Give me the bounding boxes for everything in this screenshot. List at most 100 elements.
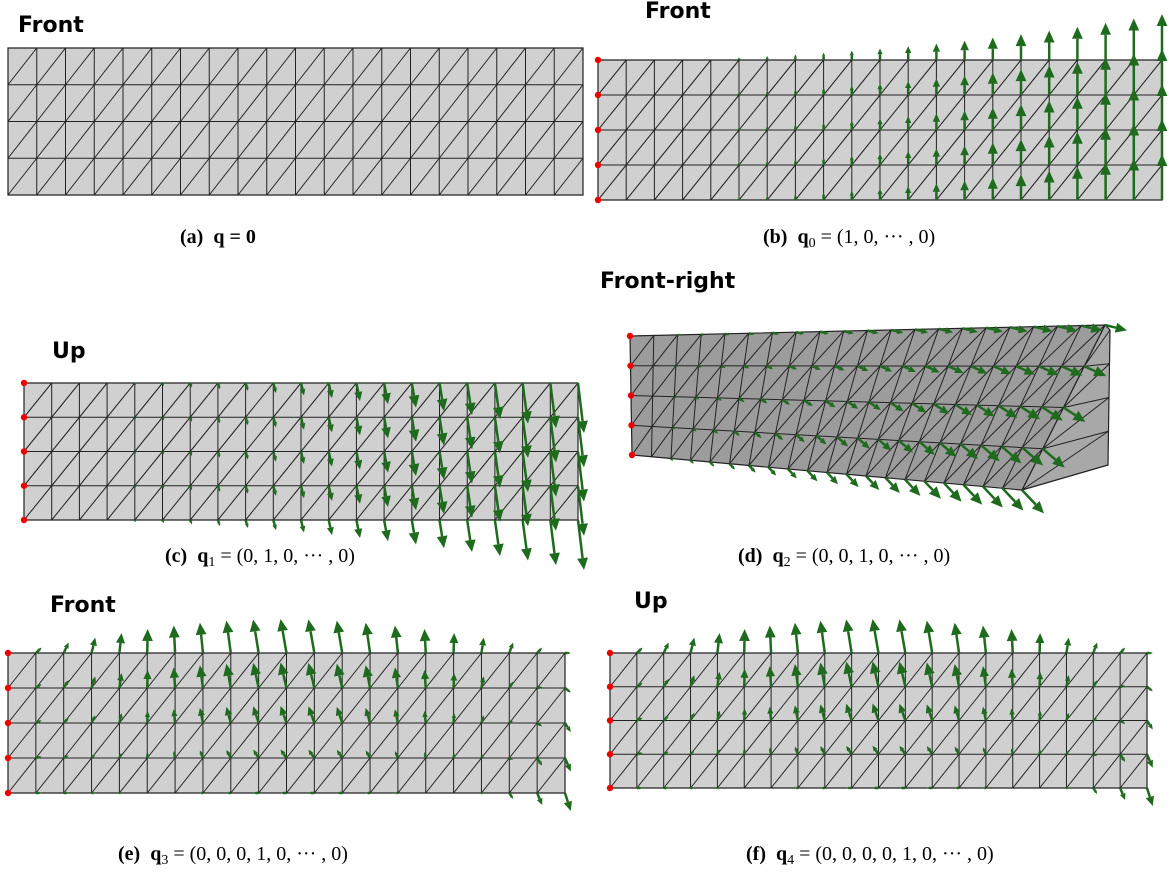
arrow-shaft — [691, 645, 693, 653]
arrow-shaft — [822, 633, 825, 653]
arrow-head — [951, 623, 962, 636]
arrow-shaft — [135, 452, 136, 453]
arrow-head — [1007, 629, 1018, 641]
caption-equation: = (0, 0, 1, 0, ··· , 0) — [796, 545, 951, 567]
arrow-shaft — [796, 713, 798, 721]
arrow-shaft — [984, 637, 986, 653]
arrow-shaft — [717, 752, 718, 754]
arrow-shaft — [396, 755, 397, 758]
arrow-shaft — [64, 757, 66, 758]
arrow-shaft — [119, 718, 120, 723]
arrow-head — [420, 629, 431, 641]
arrow-head — [896, 619, 907, 632]
arrow-shaft — [190, 417, 191, 419]
arrow-shaft — [190, 452, 191, 454]
arrow-head — [850, 51, 854, 56]
arrow-shaft — [721, 366, 723, 367]
constraint-dot — [607, 717, 613, 723]
arrow-shaft — [246, 452, 247, 456]
arrow-shaft — [201, 715, 203, 723]
arrow-shaft — [565, 793, 568, 802]
arrow-shaft — [92, 756, 94, 758]
caption-equation: = (0, 0, 0, 0, 1, 0, ··· , 0) — [799, 843, 994, 865]
view-label: Up — [52, 339, 86, 364]
constraint-dot — [5, 755, 11, 761]
view-label: Front — [50, 593, 116, 618]
arrow-shaft — [1093, 754, 1095, 755]
arrow-shaft — [301, 417, 303, 423]
arrow-head — [1157, 49, 1168, 61]
arrow-head — [509, 642, 514, 648]
arrow-shaft — [356, 486, 358, 495]
arrow-shaft — [273, 417, 274, 422]
arrow-shaft — [273, 520, 274, 525]
arrow-shaft — [749, 333, 752, 334]
arrow-head — [1157, 14, 1168, 26]
arrow-shaft — [481, 719, 482, 723]
arrow-head — [822, 53, 825, 57]
arrow-shaft — [691, 681, 693, 687]
arrow-shaft — [509, 793, 511, 796]
arrow-head — [765, 625, 776, 637]
arrow-head — [1035, 633, 1044, 643]
arrow-shaft — [119, 643, 120, 653]
arrow-shaft — [739, 399, 742, 401]
arrow-shaft — [255, 631, 259, 653]
arrow-head — [169, 625, 180, 637]
arrow-shaft — [1012, 641, 1013, 653]
arrow-shaft — [1012, 678, 1013, 687]
arrow-shaft — [1147, 687, 1150, 689]
figure: Front(a)q= 0Front(b)q0= (1, 0, ··· , 0)U… — [0, 0, 1169, 884]
arrow-shaft — [509, 648, 511, 653]
arrow-head — [391, 625, 402, 638]
constraint-dot — [595, 57, 601, 63]
constraint-dot — [21, 414, 27, 420]
arrow-head — [739, 629, 750, 641]
arrow-shaft — [246, 486, 247, 490]
arrow-shaft — [228, 633, 231, 653]
arrow-shaft — [523, 520, 527, 549]
arrow-shaft — [64, 648, 66, 653]
arrow-shaft — [984, 751, 985, 754]
arrow-shaft — [637, 685, 640, 687]
caption: (e)q3= (0, 0, 0, 1, 0, ··· , 0) — [118, 843, 348, 868]
arrow-shaft — [1093, 719, 1095, 720]
arrow-head — [564, 801, 572, 811]
arrow-head — [381, 530, 391, 541]
arrow-shaft — [964, 485, 974, 496]
arrow-shaft — [218, 417, 219, 420]
arrow-shaft — [301, 486, 303, 492]
arrow-shaft — [944, 483, 953, 493]
arrow-shaft — [1147, 788, 1150, 797]
arrow-shaft — [36, 686, 39, 688]
arrow-head — [1072, 27, 1083, 39]
arrow-shaft — [637, 754, 640, 755]
arrow-shaft — [891, 330, 897, 331]
arrow-shaft — [789, 366, 793, 368]
arrow-shaft — [301, 452, 303, 458]
arrow-head — [142, 629, 153, 641]
arrow-head — [933, 43, 940, 51]
arrow-head — [1100, 23, 1111, 35]
arrow-head — [877, 49, 882, 55]
arrow-shaft — [1093, 788, 1095, 791]
arrow-head — [714, 633, 723, 643]
constraint-dot — [5, 720, 11, 726]
constraint-dot — [5, 685, 11, 691]
arrow-shaft — [218, 520, 219, 523]
arrow-shaft — [301, 383, 303, 389]
arrow-shaft — [671, 459, 672, 460]
arrow-shaft — [1003, 488, 1016, 501]
constraint-dot — [627, 363, 633, 369]
caption-label: (b) — [763, 226, 787, 248]
constraint-dot — [607, 650, 613, 656]
arrow-head — [1115, 323, 1127, 333]
arrow-head — [843, 619, 854, 632]
arrow-head — [794, 54, 797, 57]
caption-label: (a) — [180, 226, 203, 248]
constraint-dot — [595, 197, 601, 203]
arrow-shaft — [163, 417, 164, 419]
arrow-shaft — [796, 675, 798, 686]
constraint-dot — [21, 483, 27, 489]
arrow-shaft — [929, 633, 932, 653]
